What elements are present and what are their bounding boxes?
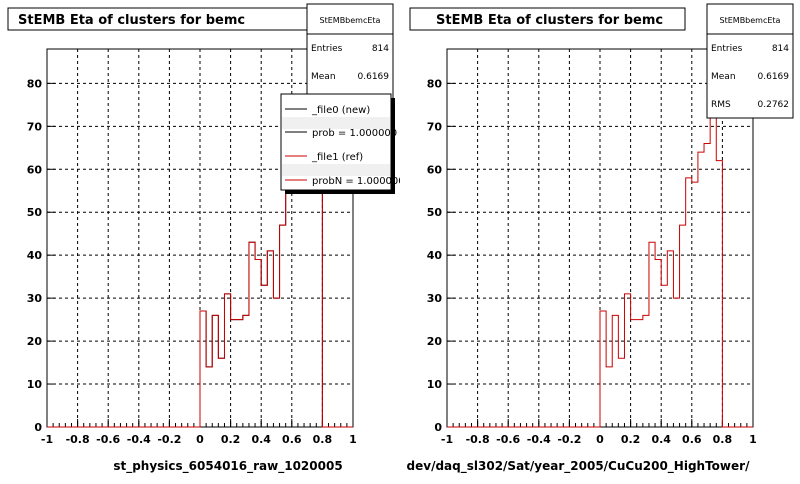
- y-tick-label: 10: [427, 378, 443, 391]
- legend-entry-probn: probN = 1.000000: [312, 176, 400, 187]
- x-tick-label: 0.8: [313, 433, 333, 446]
- x-tick-label: 0: [596, 433, 604, 446]
- stats-title: StEMBbemcEta: [320, 16, 381, 25]
- x-tick-label: -0.6: [96, 433, 120, 446]
- x-tick-label: -0.2: [157, 433, 181, 446]
- x-tick-label: -0.2: [557, 433, 581, 446]
- legend-entry-new: _file0 (new): [311, 105, 370, 116]
- x-tick-label: 0.8: [713, 433, 733, 446]
- x-tick-label: -1: [41, 433, 53, 446]
- x-tick-label: -1: [441, 433, 453, 446]
- stats-title: StEMBbemcEta: [720, 16, 781, 25]
- histogram-panel-new: StEMB Eta of clusters for bemc -1 -0.8 -0.…: [0, 0, 405, 480]
- y-tick-label: 70: [27, 120, 43, 133]
- y-tick-label: 0: [34, 421, 42, 434]
- y-tick-label: 50: [27, 206, 43, 219]
- stats-entries-value: 814: [372, 44, 389, 54]
- stats-mean-value: 0.6169: [358, 72, 390, 82]
- y-tick-label: 20: [427, 335, 443, 348]
- x-tick-label: -0.8: [466, 433, 490, 446]
- x-tick-label: 0.2: [221, 433, 241, 446]
- x-tick-label: 0.4: [651, 433, 671, 446]
- x-tick-label: -0.4: [527, 433, 551, 446]
- y-tick-label: 60: [27, 163, 43, 176]
- y-tick-label: 20: [27, 335, 43, 348]
- histogram-canvas-ref: StEMB Eta of clusters for bemc -1 -0.8 -0.…: [407, 3, 794, 474]
- title-box: [409, 7, 686, 31]
- x-tick-label: 0.2: [621, 433, 641, 446]
- x-axis-label: dev/daq_sl302/Sat/year_2005/CuCu200_High…: [407, 459, 751, 474]
- x-tick-label: 0.4: [251, 433, 271, 446]
- chart-title: StEMB Eta of clusters for bemc: [436, 13, 663, 28]
- y-tick-label: 40: [27, 249, 43, 262]
- x-tick-label: -0.8: [66, 433, 90, 446]
- y-tick-label: 70: [427, 120, 443, 133]
- legend-entry-prob: prob = 1.000000: [312, 128, 397, 139]
- x-axis-label: st_physics_6054016_raw_1020005: [113, 459, 342, 474]
- x-tick-label: 0: [196, 433, 204, 446]
- stats-entries-value: 814: [772, 44, 789, 54]
- x-tick-label: 0.6: [282, 433, 302, 446]
- x-tick-label: 1: [349, 433, 357, 446]
- stats-rms-value: 0.2762: [758, 100, 790, 110]
- stats-entries-label: Entries: [711, 44, 743, 54]
- histogram-series-1: [447, 65, 753, 428]
- legend-entry-ref: _file1 (ref): [311, 152, 363, 163]
- x-tick-label: 0.6: [682, 433, 702, 446]
- y-tick-label: 60: [427, 163, 443, 176]
- stats-entries-label: Entries: [311, 44, 343, 54]
- y-tick-label: 80: [27, 77, 43, 90]
- histogram-panel-ref: StEMB Eta of clusters for bemc -1 -0.8 -0.…: [400, 0, 800, 480]
- chart-title: StEMB Eta of clusters for bemc: [18, 13, 245, 28]
- y-tick-label: 80: [427, 77, 443, 90]
- stats-mean-value: 0.6169: [758, 72, 790, 82]
- y-tick-label: 10: [27, 378, 43, 391]
- histogram-canvas-new: StEMB Eta of clusters for bemc -1 -0.8 -0.…: [7, 3, 405, 474]
- y-tick-label: 50: [427, 206, 443, 219]
- y-tick-label: 0: [434, 421, 442, 434]
- stats-mean-label: Mean: [311, 72, 336, 82]
- stats-mean-label: Mean: [711, 72, 736, 82]
- x-tick-label: 1: [749, 433, 757, 446]
- y-tick-label: 40: [427, 249, 443, 262]
- stats-box: [706, 3, 794, 119]
- x-tick-label: -0.4: [127, 433, 151, 446]
- stats-rms-label: RMS: [711, 100, 731, 110]
- y-tick-label: 30: [27, 292, 43, 305]
- y-tick-label: 30: [427, 292, 443, 305]
- x-tick-label: -0.6: [496, 433, 520, 446]
